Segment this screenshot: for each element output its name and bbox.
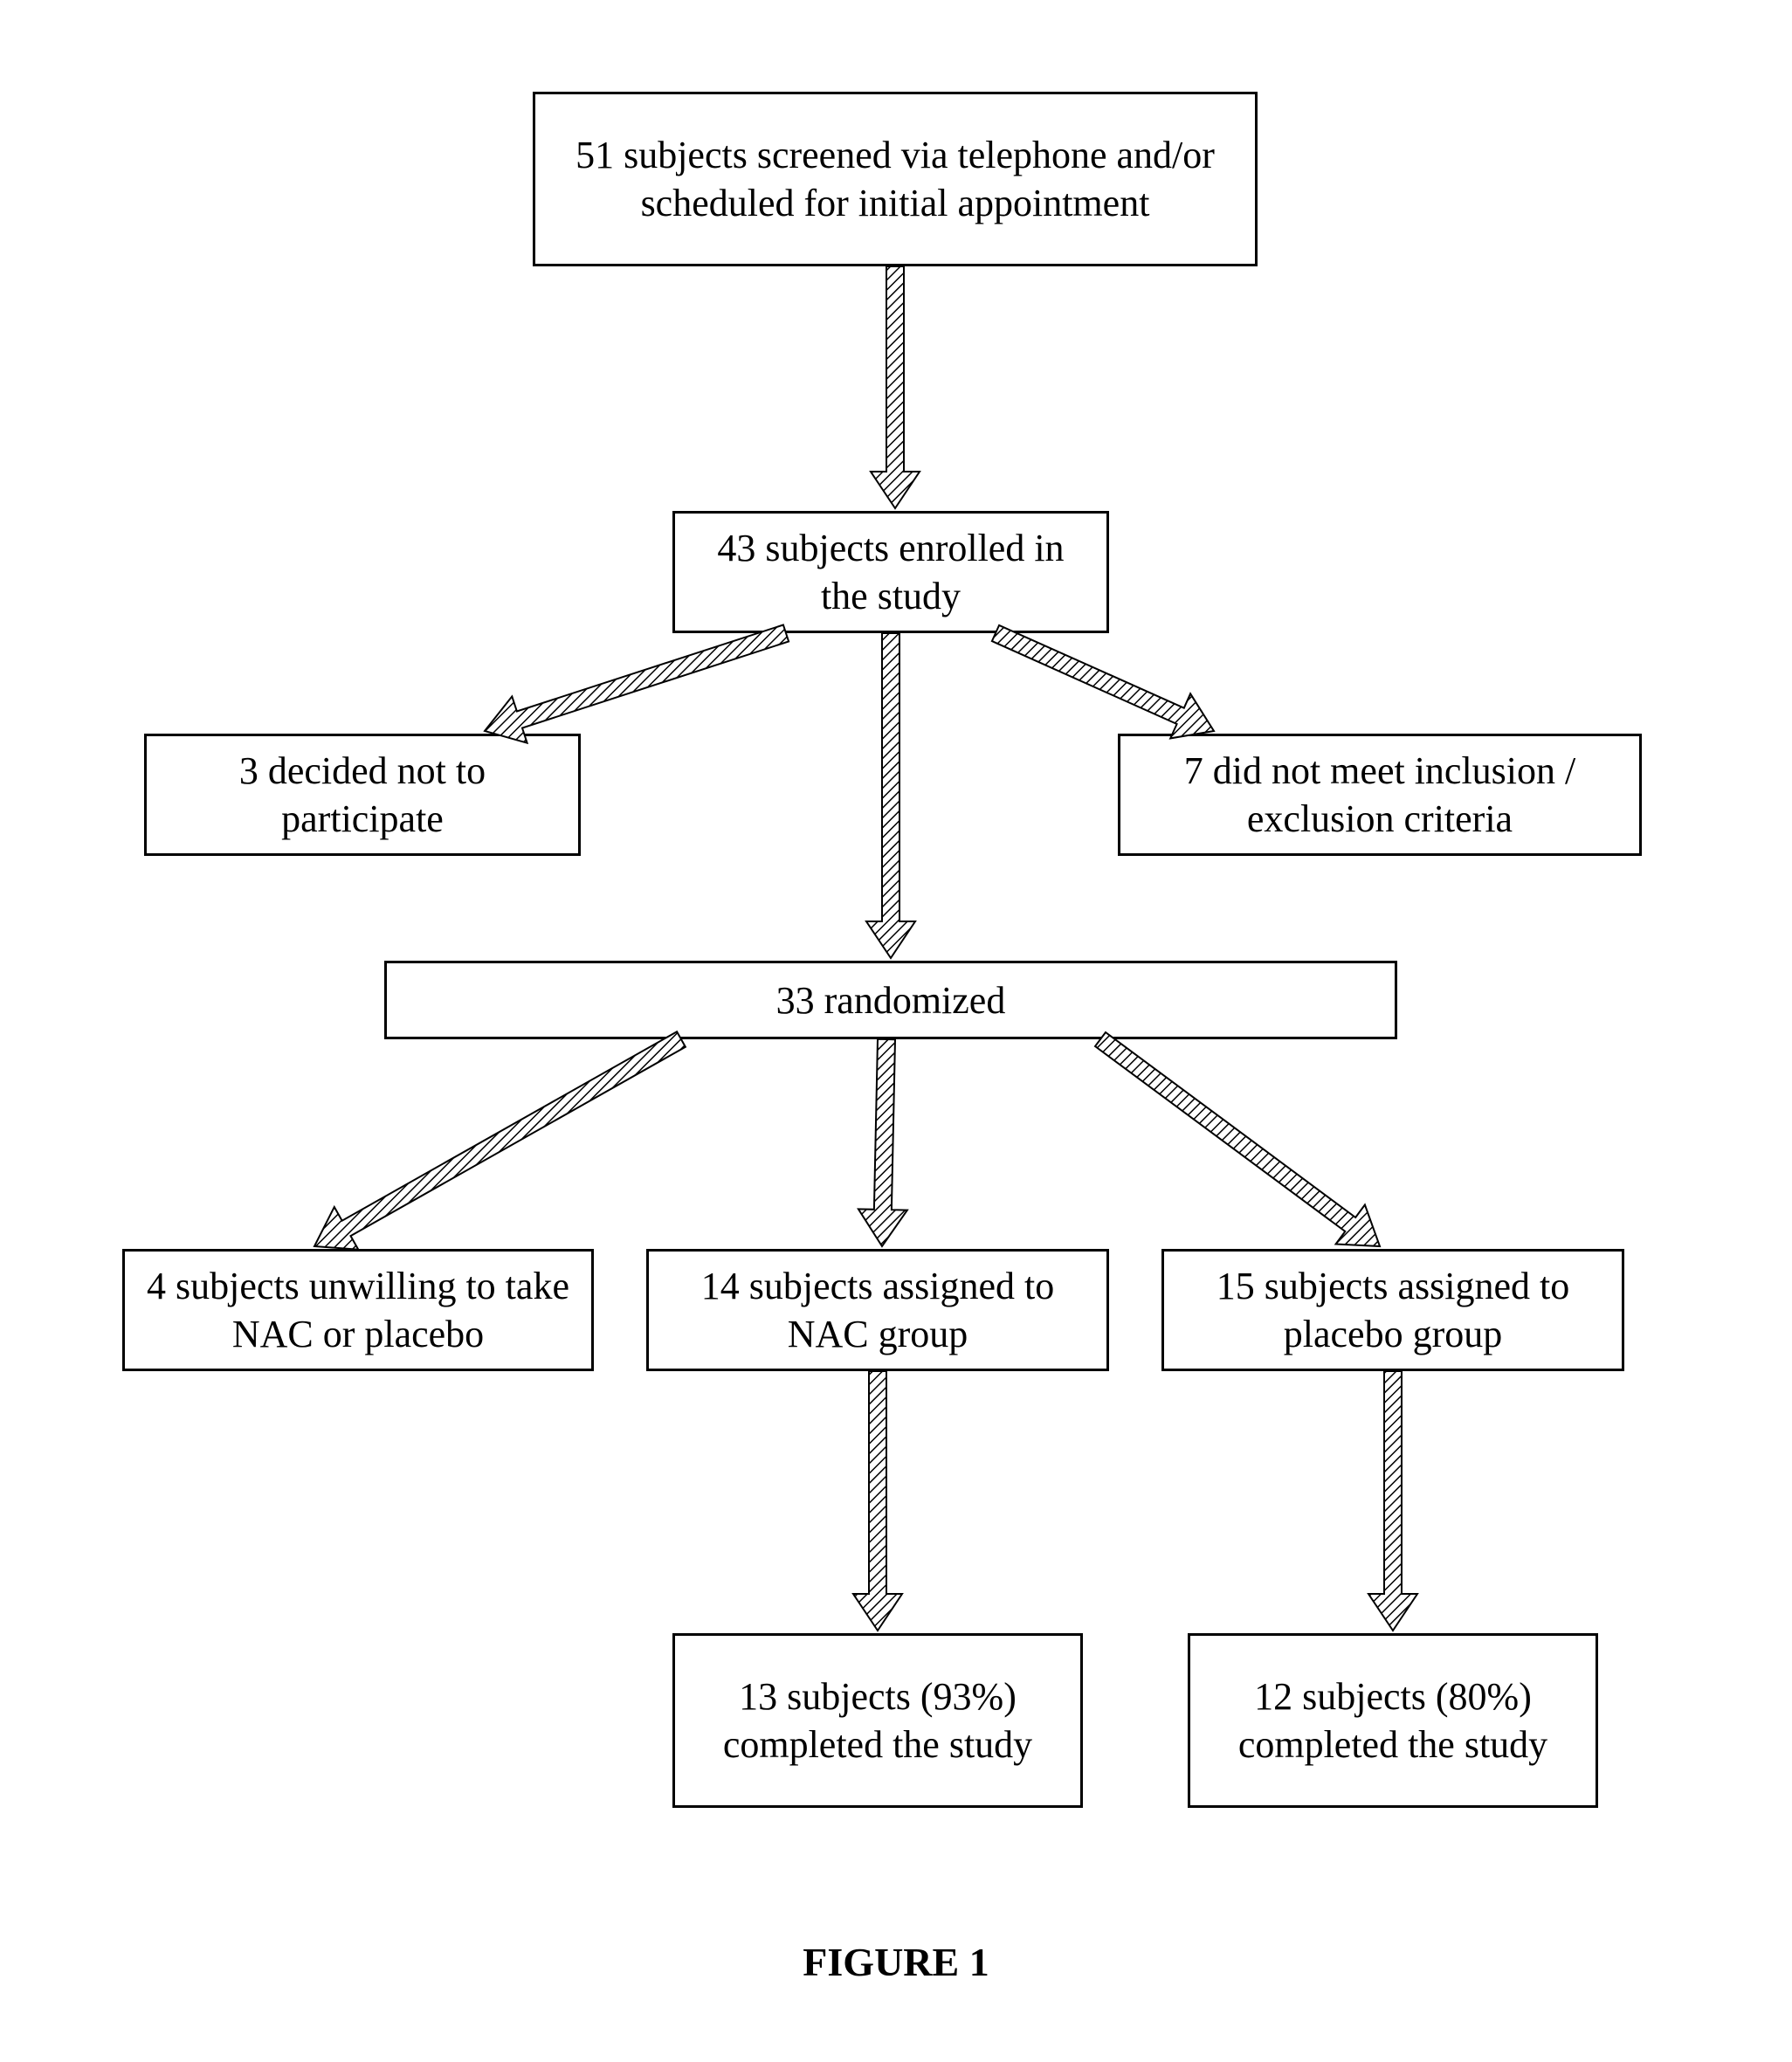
node-placebogrp: 15 subjects assigned to placebo group: [1161, 1249, 1624, 1371]
node-screened-text: 51 subjects screened via telephone and/o…: [553, 131, 1237, 227]
figure-caption: FIGURE 1: [0, 1939, 1792, 1985]
node-randomized-text: 33 randomized: [776, 976, 1006, 1024]
node-nacgroup-text: 14 subjects assigned to NAC group: [666, 1262, 1089, 1358]
node-screened: 51 subjects screened via telephone and/o…: [533, 92, 1258, 266]
node-placebogrp-text: 15 subjects assigned to placebo group: [1182, 1262, 1604, 1358]
arrow-randomized-to-nacgroup: [858, 1039, 907, 1246]
node-nacgroup: 14 subjects assigned to NAC group: [646, 1249, 1109, 1371]
node-notmeet: 7 did not meet inclusion / exclusion cri…: [1118, 734, 1642, 856]
arrow-placebogrp-to-plcomp: [1368, 1371, 1417, 1631]
node-enrolled-text: 43 subjects enrolled in the study: [693, 524, 1089, 620]
node-plcomp-text: 12 subjects (80%) completed the study: [1208, 1672, 1578, 1769]
node-notmeet-text: 7 did not meet inclusion / exclusion cri…: [1138, 747, 1622, 843]
node-decline: 3 decided not to participate: [144, 734, 581, 856]
arrow-enrolled-to-notmeet: [992, 625, 1214, 739]
arrow-nacgroup-to-naccomp: [853, 1371, 902, 1631]
node-naccomp-text: 13 subjects (93%) completed the study: [693, 1672, 1063, 1769]
node-unwilling: 4 subjects unwilling to take NAC or plac…: [122, 1249, 594, 1371]
node-randomized: 33 randomized: [384, 961, 1397, 1039]
figure-caption-text: FIGURE 1: [803, 1940, 989, 1984]
arrow-enrolled-to-randomized: [866, 633, 915, 958]
arrow-randomized-to-placebogrp: [1095, 1032, 1380, 1246]
node-unwilling-text: 4 subjects unwilling to take NAC or plac…: [142, 1262, 574, 1358]
node-enrolled: 43 subjects enrolled in the study: [672, 511, 1109, 633]
arrow-enrolled-to-decline: [485, 625, 789, 743]
node-plcomp: 12 subjects (80%) completed the study: [1188, 1633, 1598, 1808]
node-naccomp: 13 subjects (93%) completed the study: [672, 1633, 1083, 1808]
arrow-screened-to-enrolled: [871, 266, 920, 508]
node-decline-text: 3 decided not to participate: [164, 747, 561, 843]
arrow-randomized-to-unwilling: [314, 1031, 686, 1249]
